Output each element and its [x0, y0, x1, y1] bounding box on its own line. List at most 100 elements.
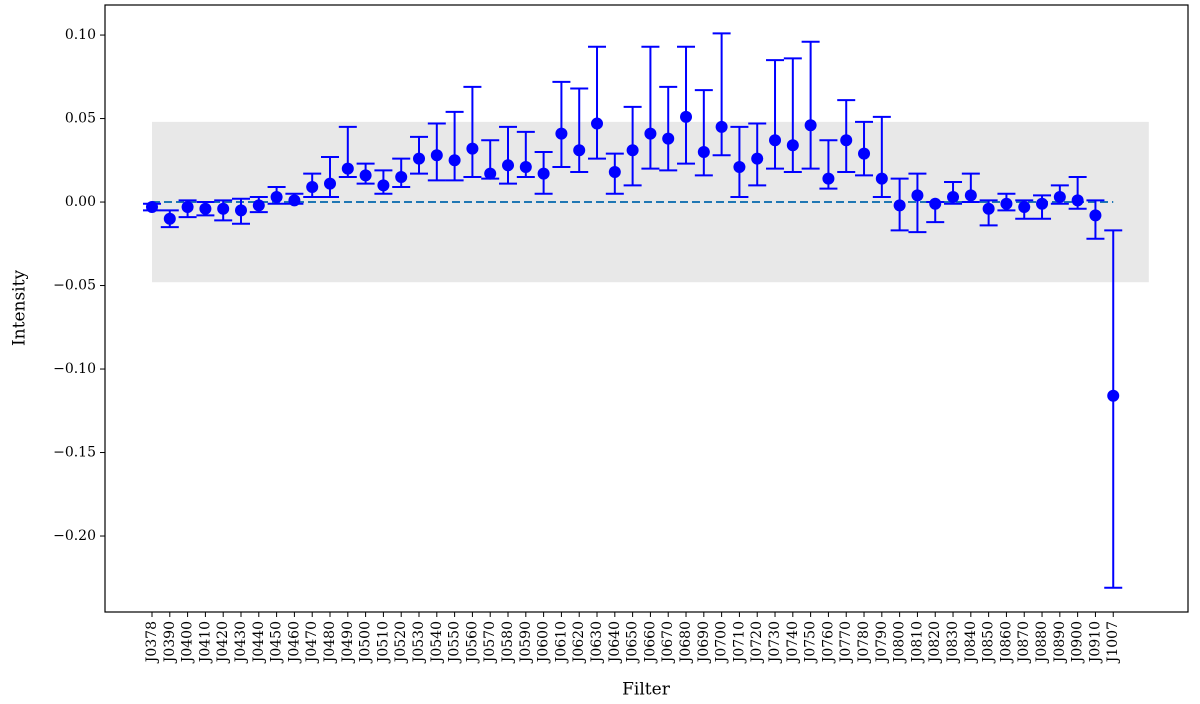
x-tick-label: J0680: [678, 621, 694, 664]
x-tick-label: J0760: [820, 621, 836, 664]
x-tick-label: J0560: [464, 621, 480, 664]
x-tick-label: J0440: [251, 621, 267, 664]
point: [324, 177, 337, 190]
y-tick-label: 0.00: [65, 194, 96, 210]
x-tick-label: J0540: [429, 621, 445, 664]
x-tick-label: J0720: [749, 621, 765, 664]
point: [413, 152, 426, 165]
x-tick-label: J0520: [393, 621, 409, 664]
y-tick-label: −0.05: [53, 278, 96, 294]
x-tick-label: J0750: [803, 621, 819, 664]
x-tick-label: J0550: [447, 621, 463, 664]
point: [591, 117, 604, 130]
x-tick-label: J0850: [981, 621, 997, 664]
x-tick-label: J0890: [1052, 621, 1068, 664]
plot-frame: [104, 4, 1189, 613]
point: [840, 134, 853, 147]
y-tick-label: −0.10: [53, 361, 96, 377]
x-tick-label: J0610: [553, 621, 569, 664]
x-tick-label: J0630: [589, 621, 605, 664]
x-tick-label: J0580: [500, 621, 516, 664]
point: [1036, 197, 1049, 210]
point: [234, 204, 247, 217]
x-tick-label: J0770: [838, 621, 854, 664]
x-tick-label: J0640: [607, 621, 623, 664]
point: [555, 127, 568, 140]
x-tick-label: J0830: [945, 621, 961, 664]
point: [662, 132, 675, 145]
x-tick-label: J0590: [518, 621, 534, 664]
y-axis-label: Intensity: [10, 270, 30, 346]
point: [769, 134, 782, 147]
x-tick-label: J0810: [909, 621, 925, 664]
point: [502, 159, 515, 172]
point: [964, 189, 977, 202]
x-tick-label: J0690: [696, 621, 712, 664]
point: [359, 169, 372, 182]
point: [181, 201, 194, 214]
point: [608, 165, 621, 178]
point: [858, 147, 871, 160]
x-axis-label: Filter: [622, 680, 671, 700]
point: [929, 197, 942, 210]
point: [644, 127, 657, 140]
x-tick-label: J0840: [963, 621, 979, 664]
x-tick-label: J0870: [1016, 621, 1032, 664]
point: [466, 142, 479, 155]
x-tick-label: J0460: [286, 621, 302, 664]
point: [875, 172, 888, 185]
point: [1018, 201, 1031, 214]
point: [306, 181, 319, 194]
x-tick-label: J0490: [340, 621, 356, 664]
x-tick-label: J0860: [998, 621, 1014, 664]
x-tick-label: J0410: [197, 621, 213, 664]
x-tick-label: J0700: [714, 621, 730, 664]
x-tick-label: J0450: [269, 621, 285, 664]
x-tick-label: J0900: [1070, 621, 1086, 664]
point: [822, 172, 835, 185]
point: [893, 199, 906, 212]
x-tick-label: J0710: [731, 621, 747, 664]
point: [288, 194, 301, 207]
point: [573, 144, 586, 157]
x-tick-label: J1007: [1105, 621, 1121, 664]
x-tick-label: J0530: [411, 621, 427, 664]
point: [697, 145, 710, 158]
point: [448, 154, 461, 167]
x-tick-label: J0780: [856, 621, 872, 664]
x-tick-label: J0500: [358, 621, 374, 664]
point: [626, 144, 639, 157]
point: [1089, 209, 1102, 222]
x-tick-label: J0620: [571, 621, 587, 664]
point: [786, 139, 799, 152]
point: [537, 167, 550, 180]
x-tick-label: J0470: [304, 621, 320, 664]
point: [430, 149, 443, 162]
x-tick-label: J0600: [536, 621, 552, 664]
x-tick-label: J0910: [1087, 621, 1103, 664]
x-tick-label: J0880: [1034, 621, 1050, 664]
x-tick-label: J0650: [625, 621, 641, 664]
x-tick-label: J0660: [642, 621, 658, 664]
point: [1107, 389, 1120, 402]
point: [733, 160, 746, 173]
point: [680, 110, 693, 123]
point: [1071, 194, 1084, 207]
x-tick-label: J0740: [785, 621, 801, 664]
x-tick-label: J0480: [322, 621, 338, 664]
point: [804, 119, 817, 132]
point: [341, 162, 354, 175]
point: [377, 179, 390, 192]
point: [982, 202, 995, 215]
point: [947, 191, 960, 204]
x-tick-label: J0790: [874, 621, 890, 664]
point: [715, 120, 728, 133]
x-tick-label: J0420: [215, 621, 231, 664]
point: [252, 199, 265, 212]
x-tick-label: J0430: [233, 621, 249, 664]
point: [1053, 191, 1066, 204]
point: [217, 202, 230, 215]
x-tick-label: J0670: [660, 621, 676, 664]
